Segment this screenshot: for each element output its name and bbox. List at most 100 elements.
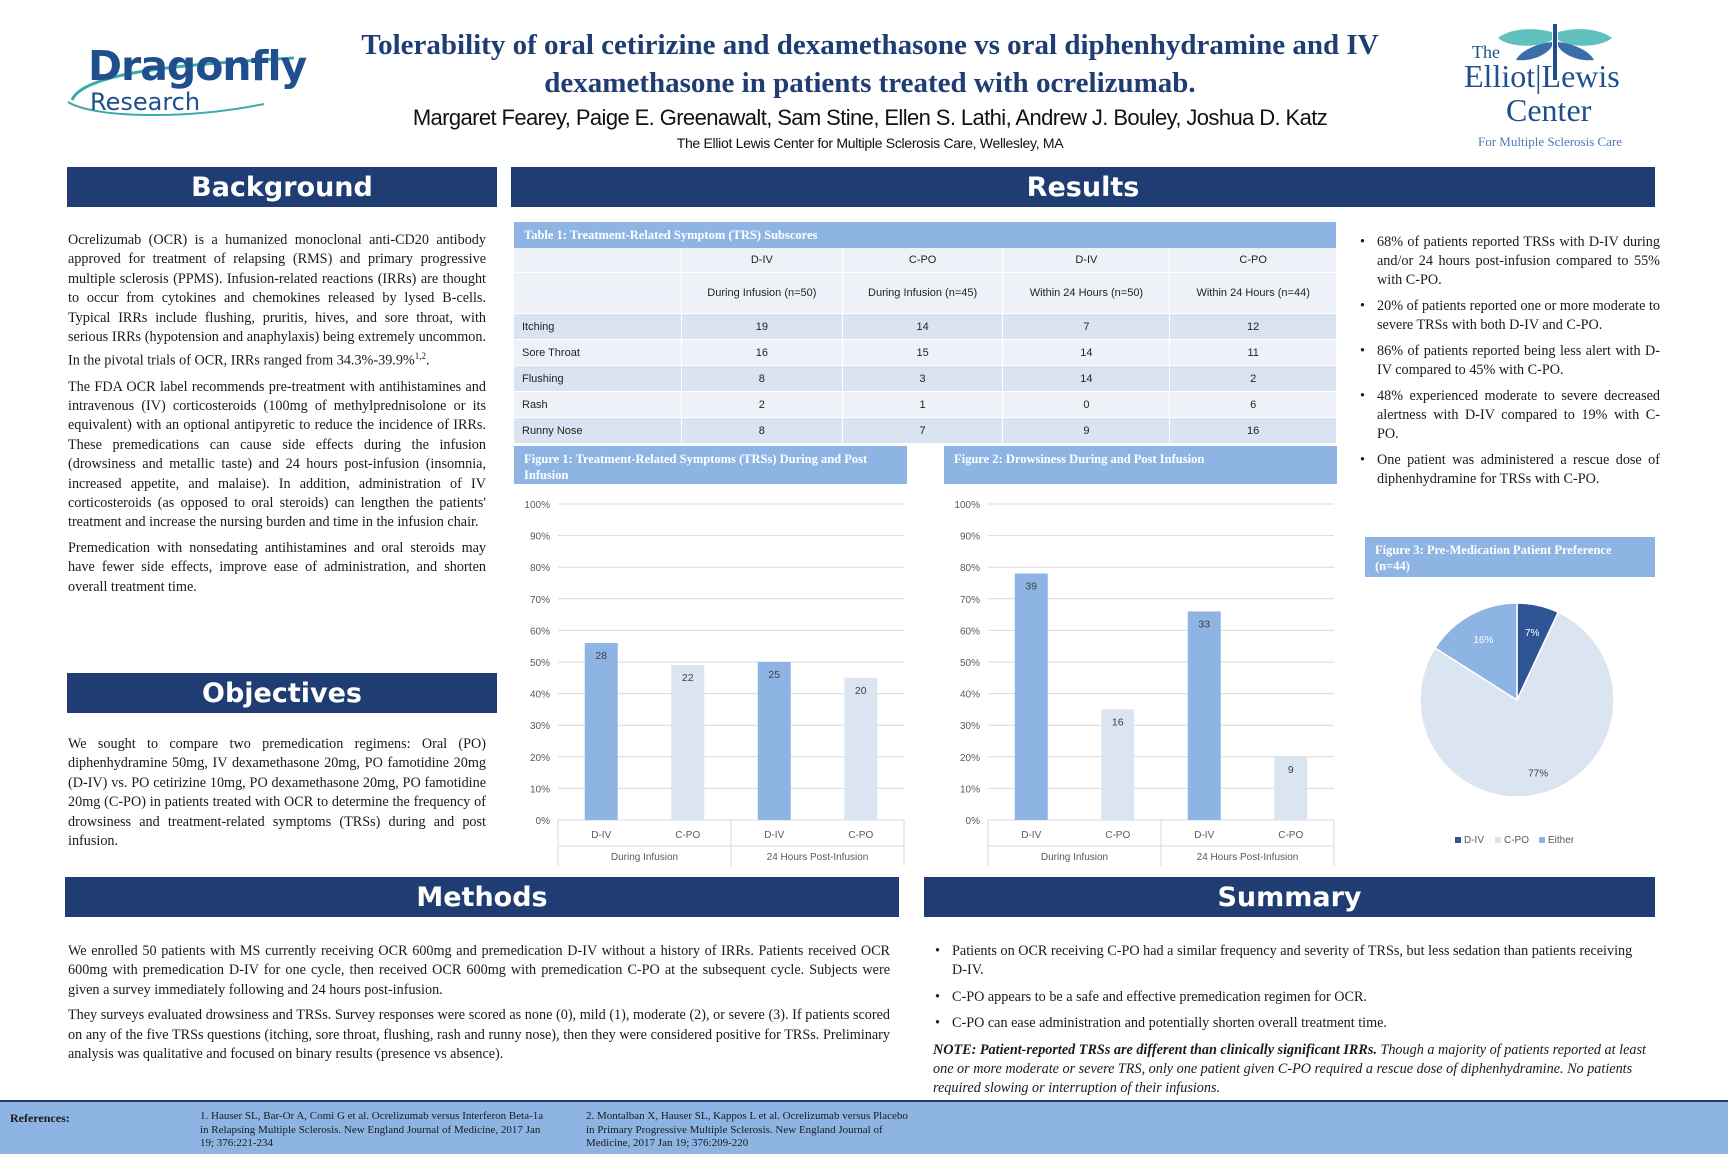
logo-name: Elliot|Lewis [1464,58,1620,94]
results-bullet: 68% of patients reported TRSs with D-IV … [1360,233,1660,290]
y-tick-label: 50% [960,658,980,669]
table-subheader: During Infusion (n=45) [841,272,1003,314]
bar [584,643,618,820]
y-tick-label: 100% [524,500,550,511]
fig1-caption: Figure 1: Treatment-Related Symptoms (TR… [514,446,907,484]
table-row: Flushing 8 3 14 2 [514,365,1336,392]
results-bullet: One patient was administered a rescue do… [1360,451,1660,489]
table-cell: 6 [1169,391,1336,418]
table-cell: 12 [1169,313,1336,340]
y-tick-label: 0% [966,816,981,827]
table-cell: 0 [1002,391,1170,418]
results-bullets: 68% of patients reported TRSs with D-IV … [1360,233,1660,496]
x-category-label: C-PO [1105,830,1130,841]
summary-bullet: C-PO can ease administration and potenti… [935,1014,1649,1034]
y-tick-label: 70% [960,595,980,606]
legend-label: Either [1548,835,1575,846]
row-label: Runny Nose [514,417,682,444]
y-tick-label: 20% [960,753,980,764]
bar-data-label: 28 [595,650,607,662]
table-cell: 19 [681,313,843,340]
results-heading: Results [511,167,1655,207]
logo-elliot: Elliot [1464,58,1536,94]
x-group-label: 24 Hours Post-Infusion [767,852,869,863]
bar [1014,573,1048,820]
table-cell: 8 [681,365,843,392]
row-label: Rash [514,391,682,418]
background-paragraph-3: Premedication with nonsedating antihista… [68,539,486,595]
table-cell: 15 [841,339,1003,366]
bar-data-label: 25 [768,669,780,681]
legend-swatch [1455,837,1461,843]
y-tick-label: 100% [954,500,980,511]
pie-data-label: 7% [1525,628,1540,639]
table-cell: 8 [681,417,843,444]
fig1-chart: 0% 10% 20% 30% 40% 50% 60% 70% 80% 90% 100% 28 D-IV 2… [524,500,905,866]
x-category-label: D-IV [764,830,784,841]
authors: Margaret Fearey, Paige E. Greenawalt, Sa… [412,105,1328,130]
dragonfly-wings-icon [1498,24,1612,80]
legend-label: C-PO [1504,835,1529,846]
title-line-1: Tolerability of oral cetirizine and dexa… [361,29,1379,61]
bar-data-label: 16 [1112,716,1124,728]
table-subheader: During Infusion (n=50) [681,272,843,314]
x-category-label: C-PO [675,830,700,841]
reference-1: 1. Hauser SL, Bar-Or A, Comi G et al. Oc… [200,1110,544,1149]
pie-data-label: 77% [1528,769,1548,780]
research-logo-text: Research [90,88,201,116]
legend-label: D-IV [1464,835,1484,846]
x-category-label: D-IV [1194,830,1214,841]
references-label: References: [10,1111,70,1125]
results-bullet: 20% of patients reported one or more mod… [1360,297,1660,335]
table-cell: 9 [1002,417,1170,444]
x-group-label: During Infusion [1041,852,1108,863]
fig2-caption: Figure 2: Drowsiness During and Post Inf… [944,446,1337,484]
y-tick-label: 30% [960,721,980,732]
x-category-label: C-PO [848,830,873,841]
row-label: Flushing [514,365,682,392]
summary-bullet: C-PO appears to be a safe and effective … [935,988,1649,1008]
logo-center: Center [1506,92,1592,128]
y-tick-label: 90% [530,532,550,543]
title-line-2: dexamethasone in patients treated with o… [544,67,1196,99]
summary-note-text: Though a majority of patients reported a… [933,1041,1646,1097]
y-tick-label: 40% [530,690,550,701]
row-label: Itching [514,313,682,340]
y-tick-label: 50% [530,658,550,669]
table-row: Runny Nose 8 7 9 16 [514,417,1336,444]
table-cell: 3 [841,365,1003,392]
y-tick-label: 70% [530,595,550,606]
table-subheader-row: During Infusion (n=50) During Infusion (… [514,272,1336,314]
pie-slice [1419,611,1615,798]
table-caption: Table 1: Treatment-Related Symptom (TRS)… [514,222,1336,248]
reference-2: 2. Montalban X, Hauser SL, Kappos L et a… [586,1110,908,1149]
bar [757,662,791,820]
table-cell: 14 [1002,365,1170,392]
table-group-header: D-IV [1002,248,1170,273]
methods-paragraph-1: We enrolled 50 patients with MS currentl… [68,943,890,998]
results-bullet: 86% of patients reported being less aler… [1360,342,1660,380]
bar [844,677,878,820]
objectives-text: We sought to compare two premedication r… [68,735,486,857]
bar [1101,709,1135,820]
background-paragraph-1: Ocrelizumab (OCR) is a humanized monoclo… [68,232,486,370]
table-cell: 16 [681,339,843,366]
poster-title: Tolerability of oral cetirizine and dexa… [300,26,1440,102]
bar-data-label: 33 [1198,618,1210,630]
table-row: Sore Throat 16 15 14 11 [514,339,1336,366]
table-cell: 7 [1002,313,1170,340]
bar [671,665,705,820]
fig3-chart: 7% 77% 16% D-IV C-PO Either [1419,602,1615,846]
table-group-header: C-PO [841,248,1003,273]
x-category-label: D-IV [1021,830,1041,841]
fig2-chart: 0% 10% 20% 30% 40% 50% 60% 70% 80% 90% 100% 39 D-IV 1… [954,500,1335,866]
table-group-row: D-IV C-PO D-IV C-PO [514,248,1336,273]
pie-slice [1434,602,1518,702]
y-tick-label: 10% [530,784,550,795]
background-text: Ocrelizumab (OCR) is a humanized monoclo… [68,231,486,603]
trs-table: D-IV C-PO D-IV C-PO During Infusion (n=5… [514,248,1336,444]
results-bullet: 48% experienced moderate to severe decre… [1360,387,1660,444]
pie-data-label: 16% [1473,635,1493,646]
methods-text: We enrolled 50 patients with MS currentl… [68,942,890,1070]
references-bar: References: 1. Hauser SL, Bar-Or A, Comi… [0,1100,1728,1154]
